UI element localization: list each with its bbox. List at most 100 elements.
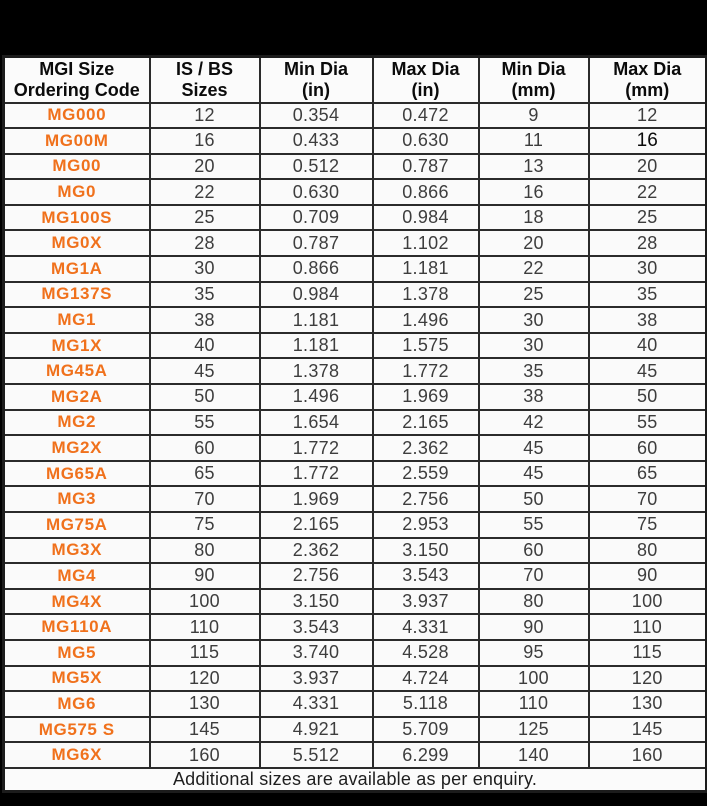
cell-ordering-code: MG137S [2,280,151,309]
cell-ordering-code: MG2 [2,408,151,437]
cell-is-bs-size: 160 [148,741,261,769]
cell-is-bs-size: 40 [148,331,261,360]
cell-min-dia-mm: 22 [477,255,590,283]
table-row: MG4 90 2.756 3.543 70 90 [2,562,707,590]
cell-ordering-code: MG110A [2,613,151,641]
table-body: MG000 12 0.354 0.472 9 12 MG00M 16 0.433 0.630 11 1… [2,101,707,769]
cell-is-bs-size: 16 [148,127,261,155]
table-row: MG6 130 4.331 5.118 110 130 [2,690,707,718]
cell-ordering-code: MG6X [2,741,151,769]
table-row: MG0X 28 0.787 1.102 20 28 [2,229,707,258]
cell-min-dia-in: 3.740 [258,638,374,667]
col-header-line2: Ordering Code [13,79,140,100]
table-row: MG6X 160 5.512 6.299 140 160 [2,741,707,769]
cell-max-dia-in: 4.724 [371,664,480,693]
cell-min-dia-mm: 42 [477,408,590,437]
cell-max-dia-mm: 100 [587,587,707,616]
cell-ordering-code: MG00M [2,127,151,155]
table-header: MGI Size Ordering Code IS / BS Sizes Min… [2,55,707,104]
cell-ordering-code: MG6 [2,690,151,718]
cell-min-dia-mm: 20 [477,229,590,258]
cell-max-dia-in: 5.118 [371,690,480,718]
cell-is-bs-size: 38 [148,306,261,334]
table-row: MG000 12 0.354 0.472 9 12 [2,101,707,130]
cell-max-dia-mm: 160 [587,741,707,769]
cell-max-dia-in: 1.969 [371,383,480,411]
col-header-line2: (in) [302,79,330,100]
cell-is-bs-size: 130 [148,690,261,718]
cell-ordering-code: MG5 [2,638,151,667]
cell-ordering-code: MG4X [2,587,151,616]
cell-ordering-code: MG00 [2,152,151,181]
cell-min-dia-mm: 30 [477,306,590,334]
cell-ordering-code: MG1A [2,255,151,283]
cell-max-dia-in: 0.866 [371,178,480,206]
cell-min-dia-in: 0.630 [258,178,374,206]
cell-is-bs-size: 20 [148,152,261,181]
cell-min-dia-in: 1.496 [258,383,374,411]
cell-min-dia-mm: 11 [477,127,590,155]
cell-ordering-code: MG575 S [2,715,151,744]
table-row: MG1X 40 1.181 1.575 30 40 [2,331,707,360]
cell-is-bs-size: 28 [148,229,261,258]
table-row: MG1A 30 0.866 1.181 22 30 [2,255,707,283]
cell-max-dia-mm: 25 [587,203,707,232]
table-row: MG2A 50 1.496 1.969 38 50 [2,383,707,411]
cell-min-dia-in: 0.709 [258,203,374,232]
cell-max-dia-mm: 145 [587,715,707,744]
cell-max-dia-in: 2.756 [371,485,480,513]
cell-ordering-code: MG1X [2,331,151,360]
cell-ordering-code: MG100S [2,203,151,232]
cell-ordering-code: MG75A [2,511,151,539]
top-black-strip [0,0,707,55]
footer-note: Additional sizes are available as per en… [2,766,707,793]
cell-max-dia-mm: 20 [587,152,707,181]
col-header-line1: Max Dia [391,59,460,80]
table-row: MG45A 45 1.378 1.772 35 45 [2,357,707,386]
col-header-line2: (mm) [511,79,556,100]
cell-ordering-code: MG65A [2,459,151,488]
cell-ordering-code: MG2X [2,434,151,462]
cell-ordering-code: MG1 [2,306,151,334]
col-header-max-dia-mm: Max Dia (mm) [587,55,707,104]
cell-min-dia-mm: 125 [477,715,590,744]
cell-min-dia-in: 1.378 [258,357,374,386]
cell-max-dia-mm: 28 [587,229,707,258]
cell-is-bs-size: 70 [148,485,261,513]
table-row: MG5 115 3.740 4.528 95 115 [2,638,707,667]
cell-min-dia-mm: 140 [477,741,590,769]
cell-is-bs-size: 100 [148,587,261,616]
cell-is-bs-size: 45 [148,357,261,386]
cell-min-dia-mm: 25 [477,280,590,309]
cell-max-dia-in: 3.937 [371,587,480,616]
table-row: MG2 55 1.654 2.165 42 55 [2,408,707,437]
cell-max-dia-mm: 12 [587,101,707,130]
cell-max-dia-mm: 40 [587,331,707,360]
table-row: MG100S 25 0.709 0.984 18 25 [2,203,707,232]
cell-min-dia-mm: 100 [477,664,590,693]
cell-max-dia-in: 1.496 [371,306,480,334]
header-row: MGI Size Ordering Code IS / BS Sizes Min… [2,55,707,104]
col-header-max-dia-in: Max Dia (in) [371,55,480,104]
col-header-line2: Sizes [181,79,228,100]
col-header-line1: Min Dia [501,59,566,80]
cell-max-dia-in: 4.331 [371,613,480,641]
col-header-line1: MGI Size [39,59,115,80]
cell-max-dia-mm: 22 [587,178,707,206]
cell-min-dia-in: 0.512 [258,152,374,181]
cell-max-dia-in: 4.528 [371,638,480,667]
col-header-ordering-code: MGI Size Ordering Code [2,55,151,104]
cell-is-bs-size: 22 [148,178,261,206]
table-row: MG3X 80 2.362 3.150 60 80 [2,536,707,565]
cell-is-bs-size: 60 [148,434,261,462]
table-row: MG00 20 0.512 0.787 13 20 [2,152,707,181]
cell-min-dia-mm: 110 [477,690,590,718]
cell-max-dia-mm: 50 [587,383,707,411]
table-row: MG1 38 1.181 1.496 30 38 [2,306,707,334]
table-row: MG3 70 1.969 2.756 50 70 [2,485,707,513]
cell-max-dia-in: 2.362 [371,434,480,462]
cell-min-dia-in: 4.921 [258,715,374,744]
cell-min-dia-mm: 95 [477,638,590,667]
cell-max-dia-mm: 30 [587,255,707,283]
